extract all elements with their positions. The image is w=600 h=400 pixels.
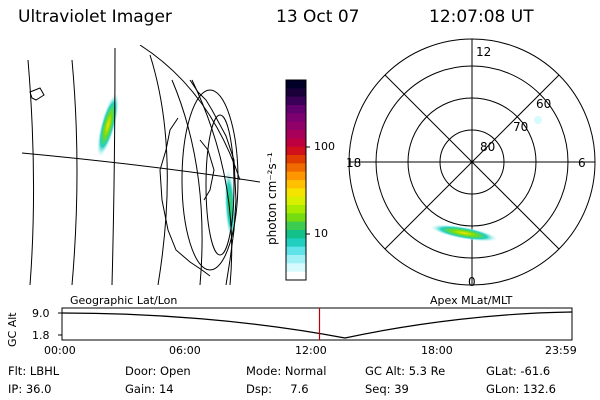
lat-label-70: 70: [513, 120, 529, 134]
colorbar-cell: [286, 121, 306, 131]
y-tick-label-9: 9.0: [32, 307, 50, 320]
colorbar-cell: [286, 105, 306, 114]
colorbar-cell: [286, 213, 306, 223]
y-tick-label-1-8: 1.8: [32, 329, 50, 342]
colorbar-cell: [286, 171, 306, 181]
gc-alt-info: GC Alt: 5.3 Re: [365, 364, 446, 378]
map-grid-line: [139, 45, 241, 181]
aurora-emission: [97, 94, 119, 156]
colorbar-cell: [286, 271, 306, 281]
colorbar-cell: [286, 155, 306, 164]
colorbar-cell: [286, 205, 306, 214]
mlt-label-18: 18: [346, 156, 362, 170]
coastline: [199, 139, 215, 201]
colorbar-cell: [286, 246, 306, 256]
time-label: 12:07:08 UT: [429, 7, 534, 27]
colorbar-cell: [286, 80, 306, 89]
colorbar-cell: [286, 255, 306, 264]
colorbar-cell: [286, 88, 306, 98]
colorbar-cell: [286, 196, 306, 206]
dsp-info: Dsp: 7.6: [246, 382, 309, 396]
x-tick-label-2359: 23:59: [545, 344, 577, 357]
x-tick-label-0600: 06:00: [169, 344, 201, 357]
colorbar-cell: [286, 130, 306, 139]
mlt-label-0: 0: [468, 275, 476, 289]
aurora-emission-polar-faint: [534, 116, 542, 124]
colorbar-cell: [286, 221, 306, 231]
x-tick-label-0000: 00:00: [44, 344, 76, 357]
gain-info: Gain: 14: [125, 382, 174, 396]
glon-info: GLon: 132.6: [486, 382, 556, 396]
colorbar-cell: [286, 96, 306, 106]
colorbar-cell: [286, 238, 306, 248]
map-grid-line: [171, 79, 203, 285]
mlt-label-12: 12: [476, 45, 492, 59]
mlt-label-6: 6: [578, 156, 586, 170]
lat-label-60: 60: [536, 97, 552, 111]
altitude-curve: [61, 311, 573, 339]
map-grid-line: [205, 114, 235, 256]
map-grid-line: [181, 89, 239, 271]
ip-info: IP: 36.0: [8, 382, 52, 396]
geographic-map: [21, 45, 260, 285]
x-tick-label-1800: 18:00: [421, 344, 453, 357]
aurora-emission-east: [224, 170, 236, 240]
coastline: [189, 79, 237, 285]
color-bar: [285, 79, 310, 281]
map-grid-line: [71, 59, 78, 285]
colorbar-cell: [286, 113, 306, 123]
apex-label: Apex MLat/MLT: [430, 294, 513, 307]
orbit-strip: [58, 307, 573, 341]
date-label: 13 Oct 07: [276, 7, 360, 27]
colorbar-unit-label: photon cm⁻²s⁻¹: [265, 152, 279, 245]
colorbar-cell: [286, 188, 306, 198]
lat-label-80: 80: [480, 140, 496, 154]
coastline: [29, 87, 45, 101]
map-grid-line: [27, 59, 35, 285]
colorbar-cell: [286, 230, 306, 239]
aurora-emission-polar: [431, 224, 497, 242]
polar-plot: [348, 38, 596, 286]
colorbar-cell: [286, 180, 306, 189]
app-title: Ultraviolet Imager: [18, 7, 172, 27]
seq-info: Seq: 39: [365, 382, 409, 396]
filter-info: Flt: LBHL: [8, 364, 60, 378]
colorbar-cell: [286, 163, 306, 173]
colorbar-cell: [286, 146, 306, 156]
colorbar-tick-label-10: 10: [314, 227, 328, 240]
coastline: [159, 117, 211, 277]
map-grid-line: [111, 47, 116, 285]
colorbar-tick-label-100: 100: [314, 140, 335, 153]
altitude-axis-label: GC Alt: [6, 312, 19, 347]
map-grid-line: [21, 152, 260, 183]
colorbar-cell: [286, 138, 306, 148]
door-info: Door: Open: [125, 364, 191, 378]
map-grid-line: [149, 54, 168, 285]
x-tick-label-1200: 12:00: [295, 344, 327, 357]
colorbar-cell: [286, 263, 306, 273]
glat-info: GLat: -61.6: [486, 364, 551, 378]
geographic-label: Geographic Lat/Lon: [70, 294, 178, 307]
mode-info: Mode: Normal: [246, 364, 327, 378]
